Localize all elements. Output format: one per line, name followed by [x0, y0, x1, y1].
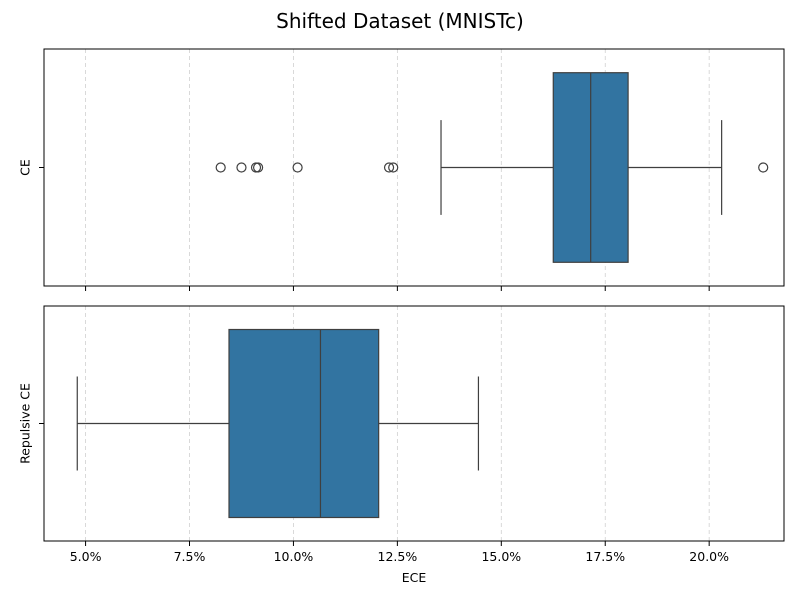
box-iqr — [228, 328, 380, 519]
y-tick-label: CE — [18, 159, 33, 176]
outlier-point — [758, 162, 769, 173]
chart-title: Shifted Dataset (MNISTc) — [276, 9, 524, 33]
x-axis-label: ECE — [402, 570, 427, 585]
x-tick-label: 15.0% — [481, 549, 521, 564]
y-tick-label: Repulsive CE — [18, 383, 33, 464]
outlier-point — [388, 162, 399, 173]
outlier-point — [292, 162, 303, 173]
outlier-point — [253, 162, 264, 173]
outlier-point — [215, 162, 226, 173]
outlier-point — [250, 162, 262, 173]
x-tick-label: 17.5% — [585, 549, 625, 564]
x-tick-label: 20.0% — [689, 549, 729, 564]
outlier-point — [236, 162, 247, 173]
outlier-point — [383, 162, 395, 173]
x-tick-label: 10.0% — [274, 549, 314, 564]
x-tick-label: 5.0% — [70, 549, 102, 564]
x-tick-label: 7.5% — [174, 549, 206, 564]
x-tick-label: 12.5% — [378, 549, 418, 564]
